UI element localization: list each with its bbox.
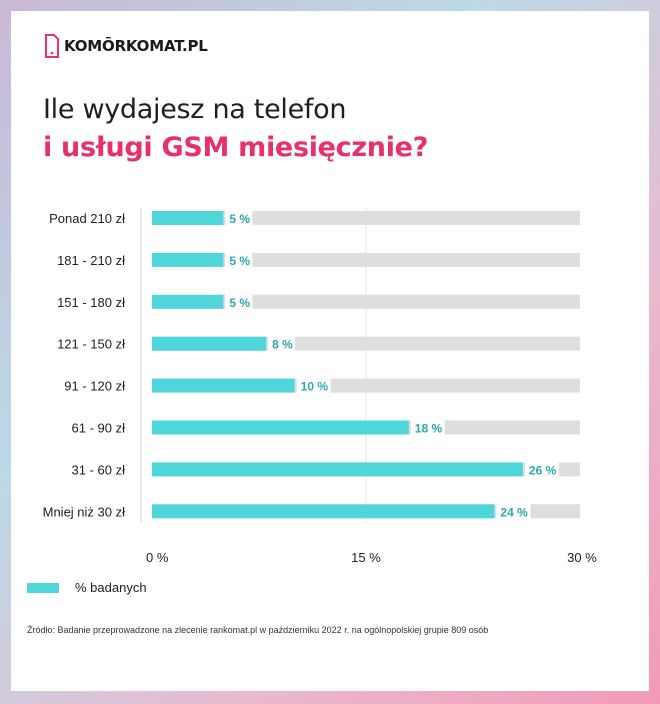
source-note: Źródło: Badanie przeprowadzone na zlecen… (27, 625, 489, 635)
data-label-bg (225, 252, 253, 267)
data-label: 26 % (529, 463, 557, 477)
data-label: 8 % (272, 338, 293, 352)
bar (152, 211, 224, 225)
bar (152, 294, 224, 309)
data-label-bg (496, 504, 531, 519)
infographic-card (11, 11, 649, 691)
x-tick-label: 30 % (567, 550, 597, 565)
brand-logo: KOMŌRKOMAT.PL (44, 33, 208, 59)
data-label: 18 % (415, 422, 443, 436)
category-label: 181 - 210 zł (57, 253, 125, 268)
category-label: 31 - 60 zł (72, 462, 126, 477)
category-label: Mniej niż 30 zł (43, 504, 125, 519)
phone-outline-icon (45, 34, 59, 58)
bar-track (152, 211, 580, 225)
bar-track (152, 252, 580, 267)
data-label: 5 % (229, 296, 250, 310)
data-label: 5 % (229, 254, 250, 268)
x-tick-label: 0 % (146, 550, 169, 565)
data-label-bg (268, 336, 296, 351)
data-label-bg (225, 211, 253, 225)
bar (152, 504, 495, 519)
data-label-bg (296, 378, 331, 393)
category-label: 61 - 90 zł (72, 421, 126, 436)
bar-track (152, 294, 580, 309)
bar (152, 378, 295, 393)
data-label: 10 % (301, 380, 329, 394)
data-label: 24 % (500, 505, 528, 519)
data-label: 5 % (229, 212, 250, 226)
data-label-bg (225, 294, 253, 309)
brand-name: KOMŌRKOMAT.PL (64, 37, 208, 55)
bar (152, 336, 267, 351)
category-label: 151 - 180 zł (57, 295, 125, 310)
data-label-bg (410, 420, 445, 435)
bar (152, 462, 523, 477)
category-label: 91 - 120 zł (64, 379, 125, 394)
bar (152, 420, 409, 435)
x-tick-label: 15 % (351, 550, 381, 565)
legend-label: % badanych (75, 580, 147, 595)
category-label: Ponad 210 zł (49, 211, 125, 226)
title-line-1: Ile wydajesz na telefon (43, 94, 347, 125)
legend: % badanych (27, 580, 147, 595)
title-line-2: i usługi GSM miesięcznie? (43, 132, 429, 163)
category-label: 121 - 150 zł (57, 337, 125, 352)
legend-swatch (27, 582, 59, 593)
data-label-bg (524, 462, 559, 477)
bar (152, 252, 224, 267)
